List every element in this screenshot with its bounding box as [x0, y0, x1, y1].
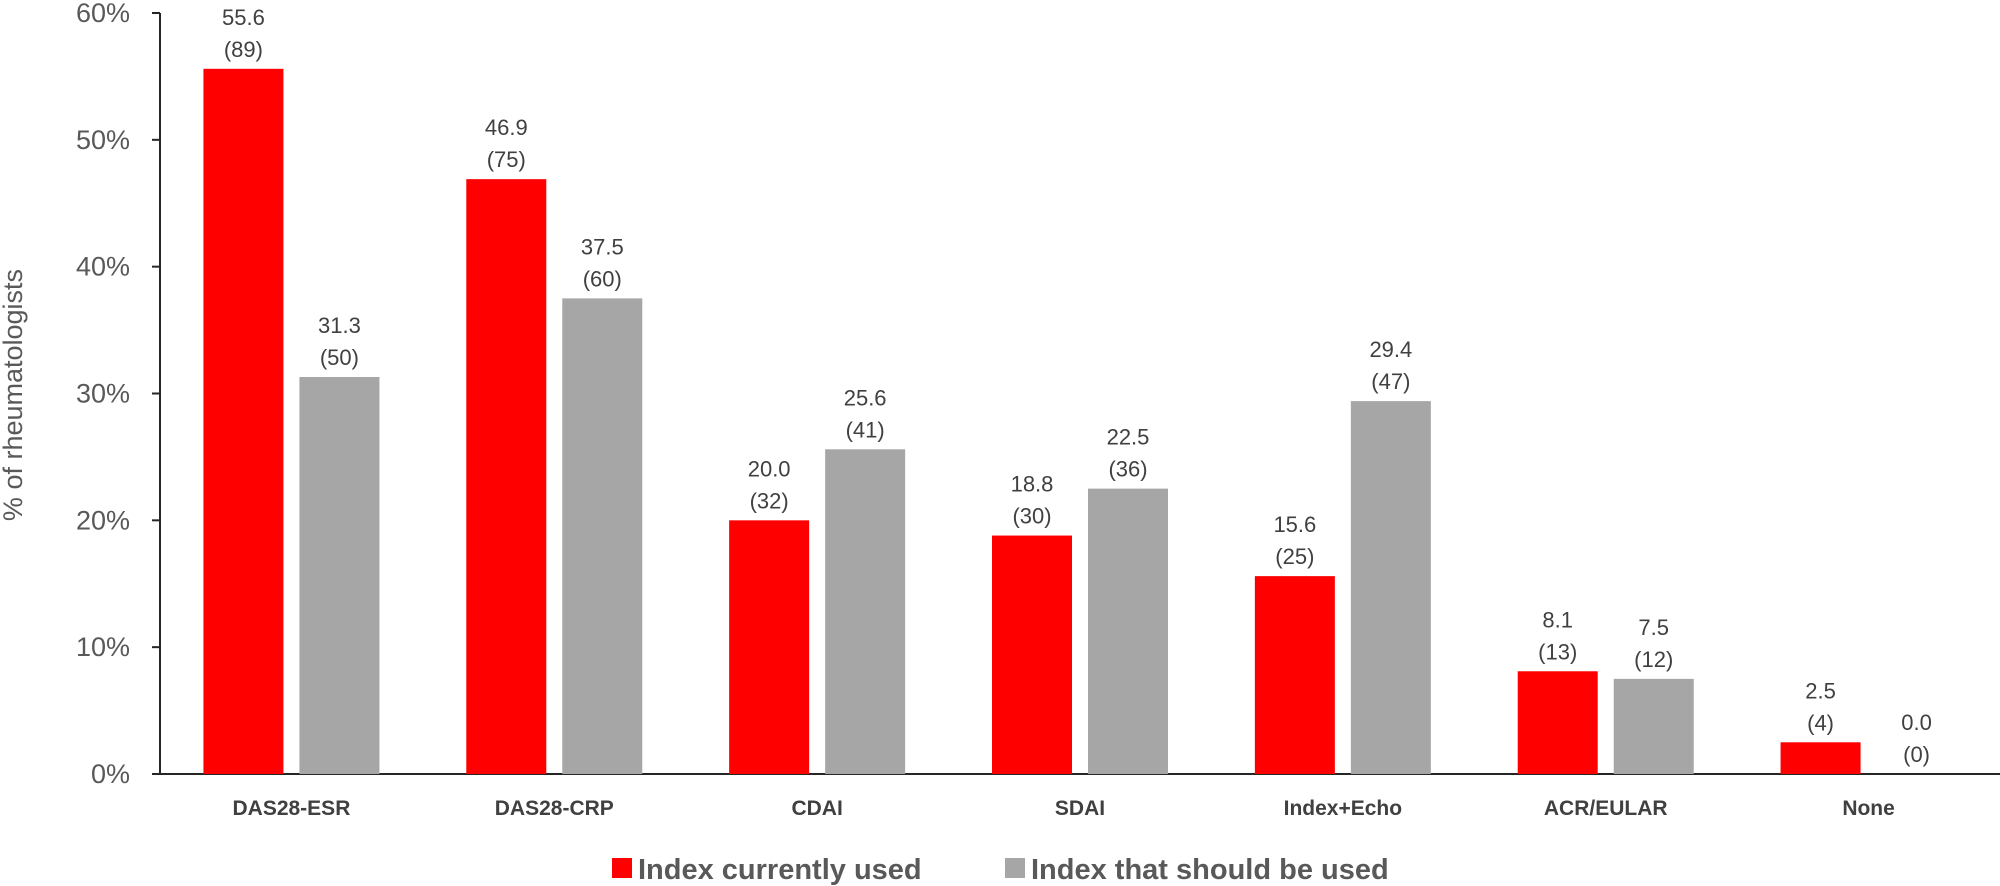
bar-should-be [825, 449, 906, 774]
data-label-count: (0) [1903, 742, 1930, 767]
bar-current [1254, 576, 1335, 774]
data-label-value: 29.4 [1369, 337, 1412, 362]
y-tick-label: 20% [76, 505, 130, 535]
y-tick-label: 10% [76, 632, 130, 662]
x-tick-label: CDAI [791, 797, 842, 820]
data-label-count: (4) [1807, 710, 1834, 735]
data-label-value: 37.5 [581, 234, 624, 259]
y-tick-label: 60% [76, 0, 130, 28]
data-label-value: 22.5 [1107, 425, 1150, 450]
data-label-value: 15.6 [1273, 512, 1316, 537]
legend-label: Index currently used [638, 854, 922, 886]
legend-item: Index that should be used [1005, 854, 1389, 886]
legend-label: Index that should be used [1031, 854, 1389, 886]
data-label-count: (13) [1538, 639, 1577, 664]
data-label-value: 55.6 [222, 5, 265, 30]
y-tick-label: 50% [76, 125, 130, 155]
bar-should-be [299, 377, 380, 774]
data-label-value: 31.3 [318, 313, 361, 338]
data-label-count: (50) [320, 345, 359, 370]
bar-current [1517, 671, 1598, 774]
data-label-count: (75) [487, 147, 526, 172]
data-label-value: 7.5 [1638, 615, 1669, 640]
data-label-value: 2.5 [1805, 678, 1836, 703]
data-label-count: (36) [1108, 457, 1147, 482]
bar-current [992, 535, 1072, 774]
data-label-value: 0.0 [1901, 710, 1932, 735]
data-label-count: (41) [846, 417, 885, 442]
bars [203, 68, 1861, 775]
y-tick-label: 30% [76, 379, 130, 409]
data-label-count: (25) [1275, 544, 1314, 569]
data-label-count: (47) [1371, 369, 1410, 394]
bar-current [729, 520, 810, 774]
data-label-value: 25.6 [844, 385, 887, 410]
bar-current [1780, 742, 1861, 774]
bar-should-be [1613, 678, 1694, 774]
data-label-count: (89) [224, 37, 263, 62]
data-label-value: 20.0 [748, 456, 791, 481]
x-tick-label: Index+Echo [1284, 797, 1402, 820]
legend-swatch [612, 858, 632, 878]
data-labels: 55.6 (89) 46.9 (75) 20.0 (32) 18.8 (30) 15.6 (25)… [222, 5, 1932, 767]
y-tick-label: 0% [91, 759, 130, 789]
legend-swatch [1005, 858, 1025, 878]
data-label-count: (32) [750, 488, 789, 513]
data-label-count: (30) [1012, 504, 1051, 529]
x-tick-label: DAS28-CRP [495, 797, 614, 820]
bar-should-be [1088, 488, 1168, 774]
legend-item: Index currently used [612, 854, 922, 886]
x-tick-label: SDAI [1055, 797, 1105, 820]
x-tick-label: DAS28-ESR [232, 797, 350, 820]
data-label-count: (12) [1634, 647, 1673, 672]
bar-current [466, 179, 547, 774]
y-axis: 0% 10% 20% 30% 40% 50% 60% [76, 0, 161, 789]
bar-should-be [1350, 401, 1431, 774]
data-label-count: (60) [583, 266, 622, 291]
y-axis-title: % of rheumatologists [0, 269, 28, 521]
y-tick-label: 40% [76, 252, 130, 282]
bar-current [203, 68, 284, 775]
legend: Index currently used Index that should be… [612, 854, 1389, 886]
x-tick-label: ACR/EULAR [1544, 797, 1668, 820]
x-tick-label: None [1842, 797, 1895, 820]
x-axis: DAS28-ESR DAS28-CRP CDAI SDAI Index+Echo ACR/… [160, 773, 2000, 820]
data-label-value: 8.1 [1542, 607, 1573, 632]
data-label-value: 46.9 [485, 115, 528, 140]
data-label-value: 18.8 [1011, 472, 1054, 497]
bar-should-be [562, 298, 643, 774]
